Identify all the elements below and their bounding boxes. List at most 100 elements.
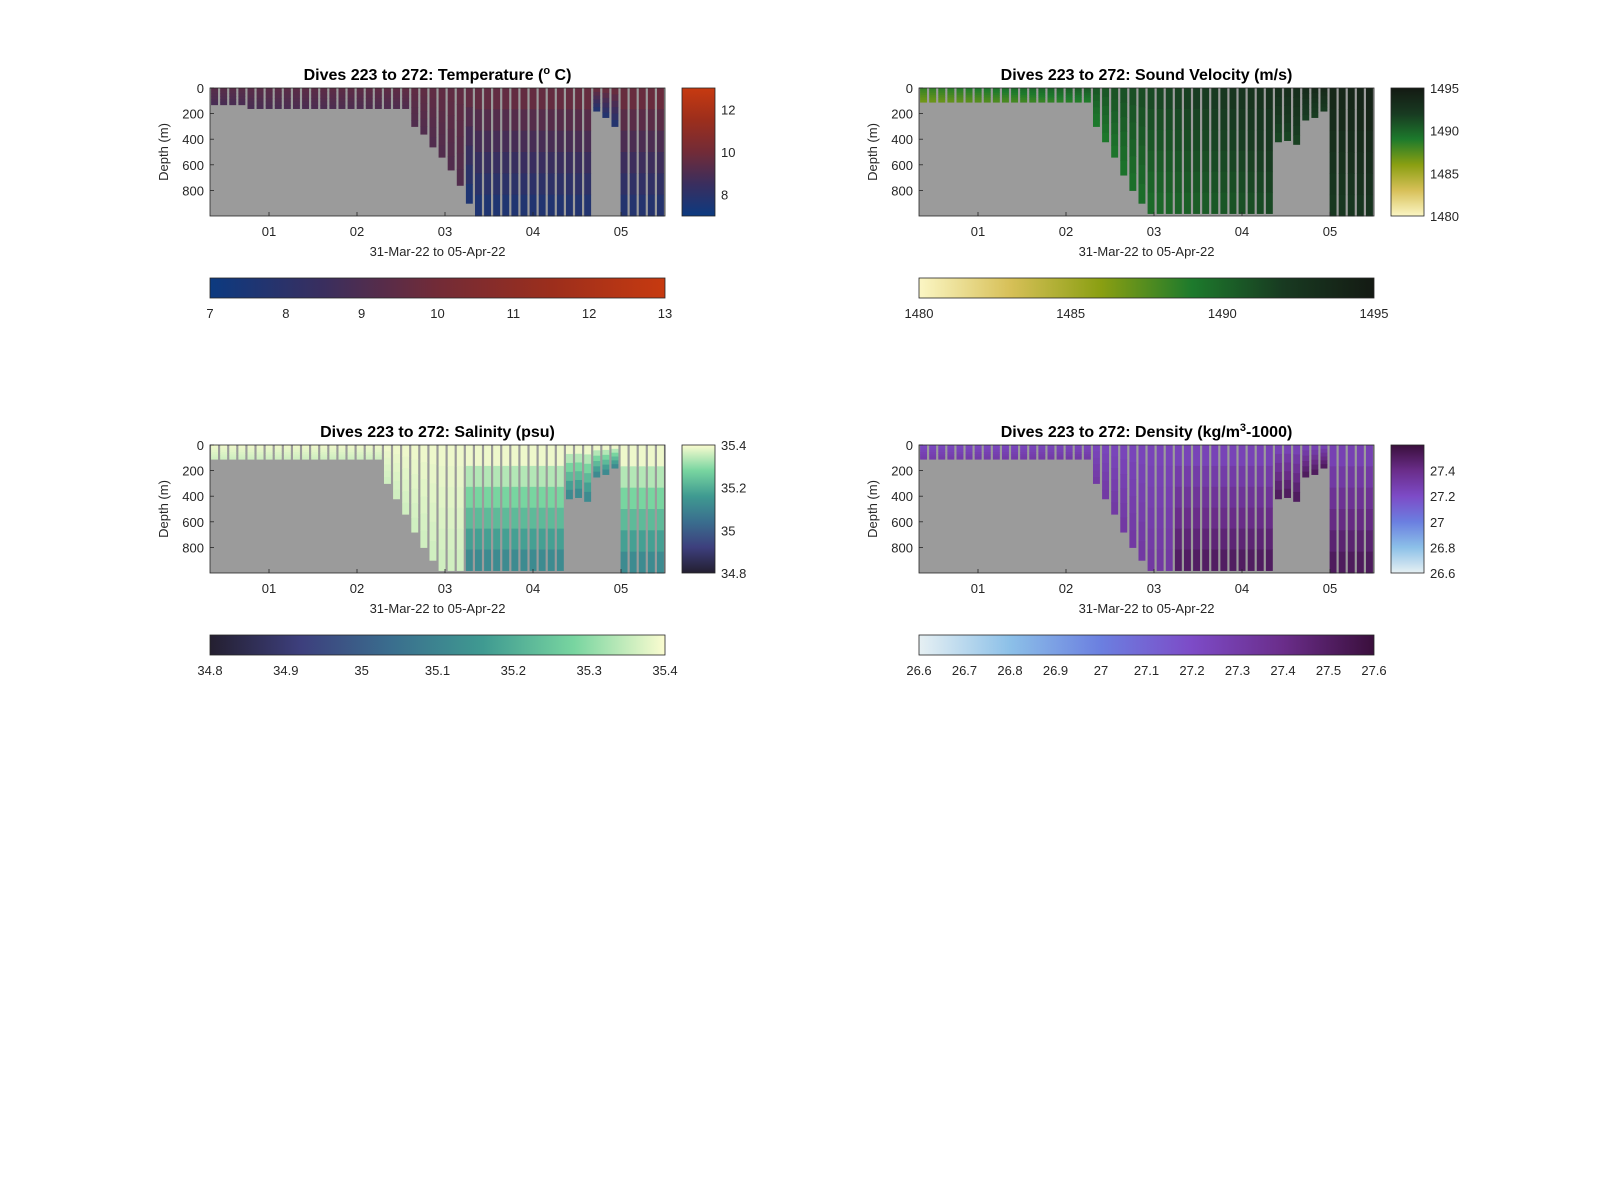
data-cell: [1038, 95, 1046, 98]
data-cell: [356, 105, 364, 109]
data-cell: [1183, 88, 1191, 110]
data-cell: [1020, 452, 1028, 455]
data-cell: [283, 447, 291, 451]
data-cell: [656, 173, 664, 196]
data-cell: [1056, 88, 1064, 91]
data-cell: [1102, 453, 1110, 464]
colorbar-bottom-tick: 1485: [1056, 306, 1085, 321]
data-cell: [338, 452, 346, 455]
data-cell: [1284, 453, 1292, 463]
data-cell: [283, 105, 291, 109]
data-cell: [402, 479, 410, 492]
data-cell: [1329, 466, 1337, 489]
data-cell: [411, 100, 419, 108]
data-cell: [1165, 192, 1173, 214]
data-cell: [602, 92, 610, 99]
data-cell: [347, 447, 355, 451]
data-cell: [565, 194, 573, 217]
data-cell: [638, 109, 646, 132]
data-cell: [338, 94, 346, 99]
data-cell: [520, 194, 528, 217]
y-tick-label: 0: [197, 438, 204, 453]
colorbar-bottom-tick: 27.4: [1270, 663, 1295, 678]
colorbar-bottom-tick: 27.1: [1134, 663, 1159, 678]
data-cell: [1293, 482, 1301, 493]
data-cell: [1138, 107, 1146, 127]
data-cell: [365, 447, 373, 451]
data-cell: [1011, 95, 1019, 98]
colorbar-bottom-tick: 26.6: [906, 663, 931, 678]
data-cell: [556, 486, 564, 509]
data-cell: [1102, 462, 1110, 473]
data-cell: [929, 92, 937, 96]
data-cell: [1193, 88, 1201, 110]
data-cell: [329, 94, 337, 99]
data-cell: [638, 509, 646, 531]
data-cell: [474, 109, 482, 132]
colorbar-bottom-tick: 27.3: [1225, 663, 1250, 678]
data-cell: [438, 465, 446, 488]
data-cell: [1338, 88, 1346, 110]
data-cell: [256, 445, 264, 448]
y-axis-label: Depth (m): [156, 480, 171, 538]
data-cell: [1220, 129, 1228, 152]
data-cell: [547, 507, 555, 530]
data-cell: [947, 95, 955, 98]
data-cell: [356, 449, 364, 453]
data-cell: [1265, 108, 1273, 131]
data-cell: [320, 447, 328, 451]
colorbar-right-tick: 34.8: [721, 566, 746, 581]
data-cell: [1138, 126, 1146, 147]
colorbar-bottom-tick: 7: [206, 306, 213, 321]
data-cell: [420, 88, 428, 97]
data-cell: [429, 88, 437, 99]
data-cell: [1183, 150, 1191, 173]
data-cell: [438, 111, 446, 124]
data-cell: [1065, 449, 1073, 453]
data-cell: [402, 502, 410, 515]
data-cell: [1338, 445, 1346, 467]
data-cell: [992, 452, 1000, 455]
y-tick-label: 400: [891, 489, 913, 504]
data-cell: [320, 94, 328, 99]
data-cell: [493, 130, 501, 153]
data-cell: [1138, 88, 1146, 108]
data-cell: [484, 486, 492, 509]
data-cell: [1138, 502, 1146, 523]
data-cell: [1320, 448, 1328, 454]
data-cell: [1011, 447, 1019, 451]
data-cell: [1138, 184, 1146, 204]
data-cell: [465, 126, 473, 147]
data-cell: [511, 88, 519, 110]
data-cell: [529, 130, 537, 153]
data-cell: [402, 91, 410, 96]
data-cell: [1202, 171, 1210, 194]
data-cell: [1220, 486, 1228, 509]
data-cell: [992, 445, 1000, 448]
data-cell: [1356, 509, 1364, 531]
data-cell: [1029, 92, 1037, 96]
data-cell: [502, 109, 510, 132]
data-cell: [383, 94, 391, 99]
data-cell: [1193, 549, 1201, 571]
data-cell: [1183, 129, 1191, 152]
data-cell: [1056, 447, 1064, 451]
data-cell: [1183, 445, 1191, 467]
data-cell: [374, 454, 382, 458]
data-cell: [520, 88, 528, 110]
data-cell: [529, 173, 537, 196]
data-cell: [338, 105, 346, 109]
data-cell: [1074, 454, 1082, 458]
data-cell: [1338, 530, 1346, 553]
data-cell: [647, 173, 655, 196]
data-cell: [1211, 108, 1219, 131]
x-tick-label: 03: [1147, 224, 1161, 239]
x-tick-label: 04: [1235, 581, 1249, 596]
data-cell: [438, 549, 446, 571]
data-cell: [1274, 471, 1282, 482]
data-cell: [1056, 97, 1064, 101]
data-cell: [929, 99, 937, 103]
data-cell: [593, 450, 601, 457]
data-cell: [584, 473, 592, 484]
data-cell: [1092, 88, 1100, 95]
